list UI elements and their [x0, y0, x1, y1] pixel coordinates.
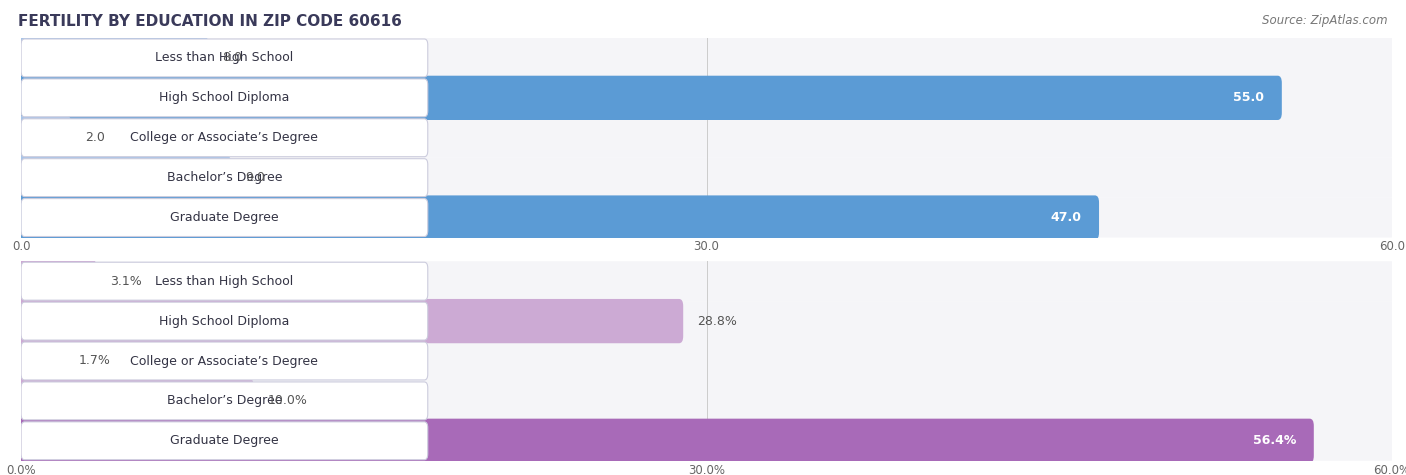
Text: 1.7%: 1.7%	[79, 354, 110, 368]
Text: Less than High School: Less than High School	[155, 275, 294, 288]
Text: Less than High School: Less than High School	[155, 51, 294, 65]
Text: High School Diploma: High School Diploma	[159, 91, 290, 104]
FancyBboxPatch shape	[21, 262, 427, 300]
Text: 2.0: 2.0	[86, 131, 105, 144]
FancyBboxPatch shape	[21, 199, 427, 237]
FancyBboxPatch shape	[17, 379, 253, 423]
FancyBboxPatch shape	[21, 38, 1392, 78]
FancyBboxPatch shape	[21, 381, 1392, 421]
FancyBboxPatch shape	[17, 339, 65, 383]
FancyBboxPatch shape	[21, 341, 1392, 381]
FancyBboxPatch shape	[17, 76, 1282, 120]
FancyBboxPatch shape	[21, 198, 1392, 238]
FancyBboxPatch shape	[21, 301, 1392, 341]
Text: College or Associate’s Degree: College or Associate’s Degree	[131, 131, 318, 144]
FancyBboxPatch shape	[21, 158, 1392, 198]
FancyBboxPatch shape	[21, 159, 427, 197]
FancyBboxPatch shape	[21, 78, 1392, 118]
FancyBboxPatch shape	[21, 79, 427, 117]
FancyBboxPatch shape	[21, 302, 427, 340]
Text: 55.0: 55.0	[1233, 91, 1264, 104]
Text: College or Associate’s Degree: College or Associate’s Degree	[131, 354, 318, 368]
Text: Source: ZipAtlas.com: Source: ZipAtlas.com	[1263, 14, 1388, 27]
Text: 47.0: 47.0	[1050, 211, 1081, 224]
Text: Bachelor’s Degree: Bachelor’s Degree	[167, 394, 283, 408]
FancyBboxPatch shape	[17, 155, 231, 200]
FancyBboxPatch shape	[21, 261, 1392, 301]
Text: Bachelor’s Degree: Bachelor’s Degree	[167, 171, 283, 184]
FancyBboxPatch shape	[17, 115, 70, 160]
FancyBboxPatch shape	[21, 119, 427, 157]
FancyBboxPatch shape	[21, 342, 427, 380]
FancyBboxPatch shape	[21, 118, 1392, 158]
Text: 56.4%: 56.4%	[1253, 434, 1296, 447]
FancyBboxPatch shape	[17, 36, 208, 80]
Text: 3.1%: 3.1%	[110, 275, 142, 288]
Text: Graduate Degree: Graduate Degree	[170, 211, 278, 224]
FancyBboxPatch shape	[17, 418, 1313, 463]
FancyBboxPatch shape	[21, 39, 427, 77]
Text: Graduate Degree: Graduate Degree	[170, 434, 278, 447]
FancyBboxPatch shape	[17, 299, 683, 343]
Text: 28.8%: 28.8%	[697, 314, 737, 328]
FancyBboxPatch shape	[17, 195, 1099, 240]
Text: 9.0: 9.0	[245, 171, 264, 184]
FancyBboxPatch shape	[21, 382, 427, 420]
FancyBboxPatch shape	[21, 421, 1392, 461]
Text: 10.0%: 10.0%	[269, 394, 308, 408]
Text: 8.0: 8.0	[222, 51, 242, 65]
Text: FERTILITY BY EDUCATION IN ZIP CODE 60616: FERTILITY BY EDUCATION IN ZIP CODE 60616	[18, 14, 402, 29]
FancyBboxPatch shape	[21, 422, 427, 460]
FancyBboxPatch shape	[17, 259, 96, 304]
Text: High School Diploma: High School Diploma	[159, 314, 290, 328]
